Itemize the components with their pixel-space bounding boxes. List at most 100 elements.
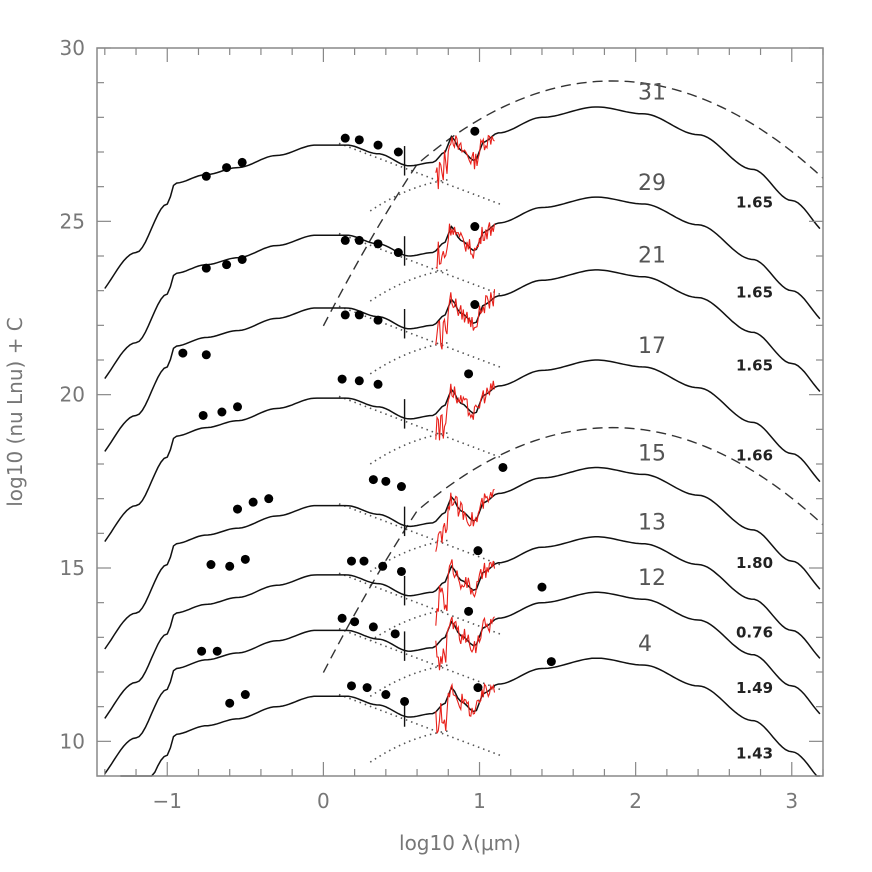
model-curve-21 — [104, 269, 821, 452]
photometry-point-21 — [373, 315, 383, 325]
spectrum-15 — [435, 488, 495, 552]
x-tick-label: 1 — [473, 789, 486, 813]
photometry-point-29 — [201, 263, 211, 273]
model-curve-13 — [104, 536, 821, 719]
curve-label-12: 12 — [638, 566, 666, 591]
curve-label-29: 29 — [638, 171, 666, 196]
dust-component-13 — [369, 608, 449, 642]
photometry-point-17 — [464, 369, 474, 379]
photometry-point-15 — [233, 504, 243, 514]
curve-value-17: 1.66 — [736, 447, 773, 465]
spectrum-12 — [435, 616, 495, 671]
x-axis-label-text: log10 λ(μm) — [399, 831, 521, 855]
model-curves — [104, 106, 821, 777]
spectrum-4 — [435, 682, 496, 734]
dashed-model-15 — [322, 426, 824, 673]
photometry-point-4 — [225, 698, 235, 708]
photometry-point-29 — [340, 235, 350, 245]
photometry-point-31 — [222, 163, 232, 173]
photometry-point-12 — [368, 622, 378, 632]
photometry-point-4 — [473, 683, 483, 693]
curve-value-29: 1.65 — [736, 284, 773, 302]
curve-labels: 31 1.65 29 1.65 21 1.65 17 1.66 15 1.80 13 0.76 12 1.… — [638, 81, 773, 763]
photometry-point-12 — [390, 629, 400, 639]
curve-value-13: 0.76 — [736, 623, 773, 641]
photometry-point-13 — [359, 556, 369, 566]
photometry-point-17 — [354, 376, 364, 386]
model-curve-17 — [104, 359, 821, 543]
spitzer-spectra — [435, 134, 496, 734]
x-tick-label: −1 — [153, 789, 182, 813]
photometry-point-12 — [197, 646, 207, 656]
spectrum-29 — [435, 222, 496, 270]
x-tick-label: 3 — [785, 789, 798, 813]
photometry-point-13 — [225, 561, 235, 571]
y-tick-label: 25 — [60, 209, 85, 233]
photometry-point-13 — [378, 561, 388, 571]
x-tick-label: 0 — [317, 789, 330, 813]
photometry-point-12 — [464, 606, 474, 616]
photometry-point-12 — [337, 613, 347, 623]
photometry-point-17 — [198, 410, 208, 420]
photometry-point-17 — [233, 402, 243, 412]
photometry-point-29 — [237, 254, 247, 264]
photometry-point-15 — [396, 482, 406, 492]
photometry-point-13 — [206, 560, 216, 570]
photometry-point-17 — [373, 379, 383, 389]
photometry-point-13 — [473, 546, 483, 556]
photometry-point-15 — [498, 462, 508, 472]
y-axis-label: log10 (nu Lnu) + C — [3, 317, 27, 507]
curve-value-31: 1.65 — [736, 193, 773, 211]
photometry-point-15 — [264, 494, 274, 504]
photometry-point-13 — [346, 556, 356, 566]
dashed-models — [322, 80, 824, 673]
dust-component-12 — [369, 664, 449, 697]
curve-value-12: 1.49 — [736, 679, 773, 697]
y-tick-label: 15 — [60, 556, 85, 580]
photometry-point-31 — [354, 135, 364, 145]
photometry-point-29 — [222, 260, 232, 270]
curve-value-15: 1.80 — [736, 554, 773, 572]
y-tick-label: 10 — [60, 729, 85, 753]
model-curve-15 — [104, 466, 821, 650]
photometry-point-4 — [400, 696, 410, 706]
photometry-point-12 — [212, 646, 222, 656]
curve-label-31: 31 — [638, 81, 666, 106]
dust-component-29 — [369, 269, 449, 302]
photometry-point-17 — [337, 374, 347, 384]
photometry-point-21 — [354, 310, 364, 320]
dust-component-21 — [369, 341, 449, 375]
spectrum-21 — [435, 289, 496, 350]
photometry-point-17 — [217, 407, 227, 417]
model-curve-4 — [120, 657, 820, 777]
photometry-point-15 — [368, 475, 378, 485]
photometry-point-4 — [240, 690, 250, 700]
curve-label-13: 13 — [638, 511, 666, 536]
photometry-point-4 — [362, 683, 372, 693]
model-components — [338, 142, 504, 763]
dust-component-31 — [369, 178, 449, 212]
curve-label-15: 15 — [638, 441, 666, 466]
photometry-point-31 — [373, 140, 383, 150]
photometry-point-31 — [237, 157, 247, 167]
photometry-point-13 — [396, 566, 406, 576]
photometry-point-15 — [248, 497, 258, 507]
photometry-point-21 — [201, 350, 211, 360]
photometry-point-4 — [546, 657, 556, 667]
curve-value-21: 1.65 — [736, 356, 773, 374]
photometry-point-31 — [393, 147, 403, 157]
dust-component-15 — [369, 539, 449, 573]
photometry-point-4 — [346, 681, 356, 691]
spectrum-31 — [435, 134, 495, 190]
photometry-point-31 — [470, 126, 480, 136]
spectrum-17 — [435, 380, 496, 441]
curve-label-21: 21 — [638, 244, 666, 269]
photometry-point-13 — [240, 554, 250, 564]
dust-component-4 — [369, 730, 449, 763]
photometry-point-21 — [470, 300, 480, 310]
curve-label-17: 17 — [638, 334, 666, 359]
x-axis-label: log10 λ(μm) — [399, 831, 521, 855]
x-tick-label: 2 — [629, 789, 642, 813]
